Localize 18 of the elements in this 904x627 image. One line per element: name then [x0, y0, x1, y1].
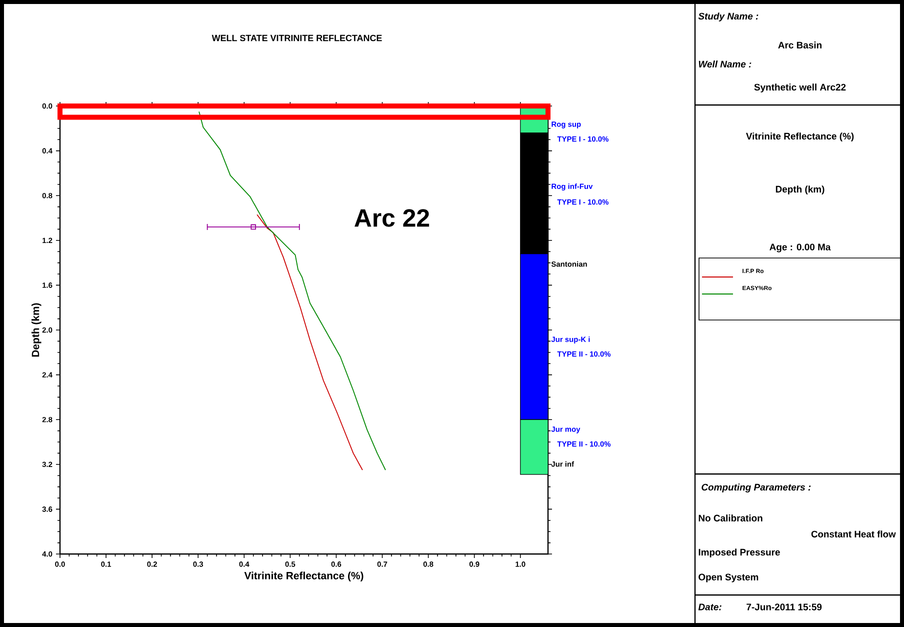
text: 7-Jun-2011 15:59 — [746, 604, 822, 610]
text: No Calibration — [698, 514, 762, 522]
text: Computing Parameters : — [702, 484, 811, 492]
text: Study Name : — [698, 12, 758, 22]
text: Depth (km) — [776, 186, 824, 194]
text: Arc Basin — [778, 42, 822, 48]
text: Imposed Pressure — [698, 548, 780, 558]
text: Well Name : — [698, 60, 752, 68]
chart-title: WELL STATE VITRINITE REFLECTANCE — [212, 34, 382, 42]
annotation: Arc 22 — [354, 209, 430, 227]
text: Synthetic well Arc22 — [754, 84, 846, 92]
text: Open System — [698, 574, 758, 582]
x-axis-title: Vitrinite Reflectance (%) — [244, 572, 364, 582]
y-axis-title: Depth (km) — [32, 303, 42, 357]
text: Age : 0.00 Ma — [770, 244, 831, 252]
text: Constant Heat flow — [811, 530, 896, 538]
text: Date: — [698, 604, 722, 610]
text: Vitrinite Reflectance (%) — [746, 132, 854, 142]
